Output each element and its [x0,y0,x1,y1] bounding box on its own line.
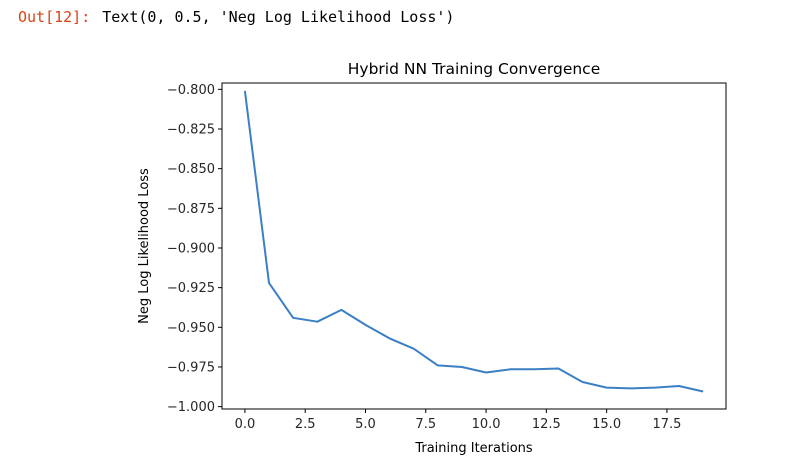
x-axis: 0.0 2.5 5.0 7.5 10.0 12.5 15.0 17.5 [235,409,681,432]
x-tick-label: 7.5 [415,417,436,432]
plot-area-frame [221,82,727,410]
output-cell-row: Out[12]: Text(0, 0.5, 'Neg Log Likelihoo… [18,6,454,28]
output-prompt: Out[12]: [18,8,91,26]
y-tick-label: −0.900 [167,241,215,256]
y-tick-label: −0.800 [167,83,215,98]
x-axis-label: Training Iterations [414,441,533,456]
y-tick-label: −1.000 [167,400,215,415]
y-tick-label: −0.875 [167,202,215,217]
loss-series-line [243,90,704,393]
y-tick-label: −0.975 [167,360,215,375]
x-tick-label: 5.0 [355,417,376,432]
x-tick-label: 10.0 [472,417,501,432]
y-tick-label: −0.825 [167,123,215,138]
y-axis: −0.800 −0.825 −0.850 −0.875 −0.900 −0.925 −0.9… [167,83,222,415]
x-tick-label: 12.5 [532,417,561,432]
x-tick-label: 15.0 [592,417,621,432]
output-text: Text(0, 0.5, 'Neg Log Likelihood Loss') [102,8,455,26]
y-tick-label: −0.950 [167,321,215,336]
x-tick-label: 17.5 [652,417,681,432]
x-tick-label: 2.5 [295,417,316,432]
y-axis-label: Neg Log Likelihood Loss [137,168,152,324]
x-tick-label: 0.0 [235,417,256,432]
y-tick-label: −0.925 [167,281,215,296]
series-group [243,90,704,393]
chart-title: Hybrid NN Training Convergence [348,60,601,78]
y-tick-label: −0.850 [167,162,215,177]
